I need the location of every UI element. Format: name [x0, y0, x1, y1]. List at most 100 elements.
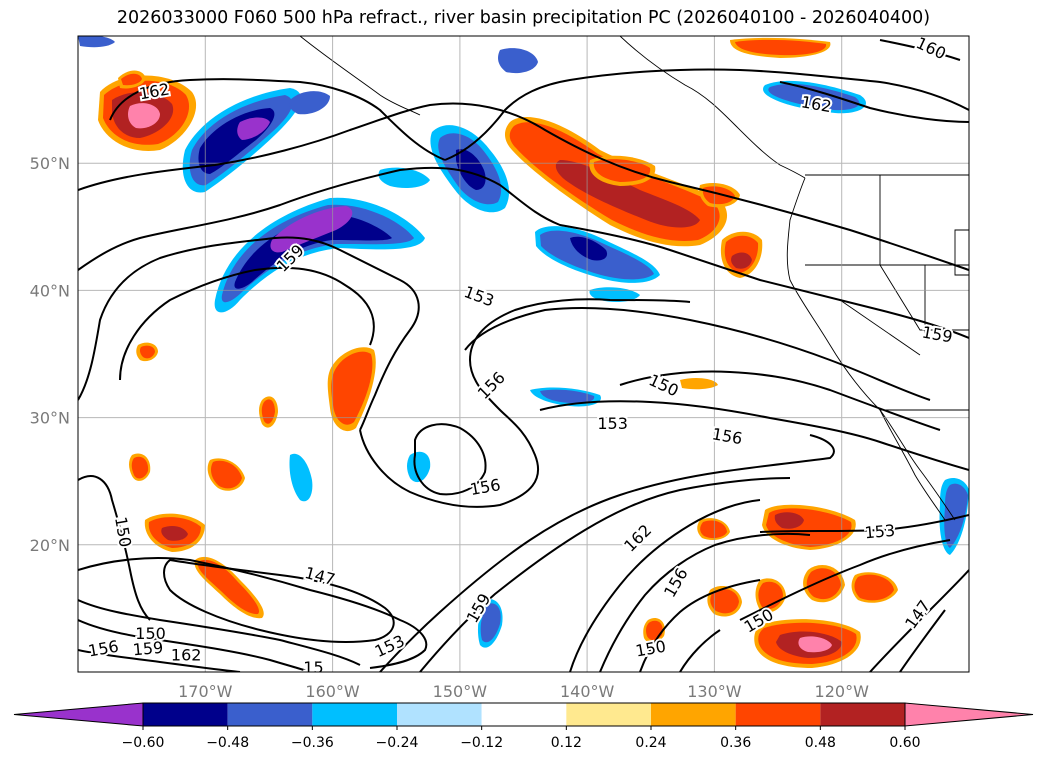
colorbar-tick-label: 0.60	[889, 735, 920, 751]
contour-line	[739, 539, 951, 621]
contour-label: 156	[709, 422, 746, 450]
lat-tick-label: 50°N	[30, 154, 70, 173]
contour-label-text: 150	[135, 624, 166, 643]
precip-blob	[735, 39, 827, 56]
contour-label: 150	[133, 622, 168, 645]
precip-blob	[131, 456, 149, 479]
contour-label-text: 156	[711, 424, 744, 448]
contour-line	[419, 477, 791, 672]
contour-label-text: 162	[171, 645, 202, 664]
colorbar-segment	[735, 703, 821, 726]
contour-line	[464, 307, 931, 401]
latitude-axis: 20°N 30°N 40°N 50°N	[30, 154, 70, 555]
contour-line	[539, 400, 969, 471]
precip-blob	[593, 159, 651, 182]
contour-label-text: 153	[864, 521, 896, 543]
contour-line	[899, 609, 946, 672]
contour-line	[444, 68, 969, 161]
contour-line	[359, 298, 691, 508]
contour-label-text: 159	[132, 638, 164, 660]
colorbar-extend-low	[13, 702, 144, 727]
lat-tick-label: 40°N	[30, 281, 70, 300]
colorbar-tick-label: −0.36	[291, 735, 334, 751]
contour-line	[869, 569, 969, 672]
coastline-alaska	[619, 36, 806, 179]
contour-label-text: 153	[597, 414, 628, 433]
precip-blob	[710, 589, 739, 614]
precip-blob	[854, 574, 894, 601]
precip-blob	[270, 206, 353, 253]
colorbar-tick-label: −0.60	[122, 735, 165, 751]
precip-blob	[78, 36, 115, 48]
lon-tick-label: 150°W	[433, 682, 488, 701]
colorbar-tick-label: −0.48	[206, 735, 249, 751]
precip-blob	[197, 559, 260, 615]
colorbar-extend-high	[904, 702, 1034, 727]
precip-blob	[289, 453, 313, 502]
contour-line	[639, 579, 761, 672]
precip-blob	[498, 48, 538, 74]
precip-blob	[139, 345, 155, 359]
lat-tick-label: 20°N	[30, 536, 70, 555]
contour-line	[569, 499, 761, 672]
contour-line	[619, 370, 941, 431]
lon-tick-label: 170°W	[178, 682, 233, 701]
lat-tick-label: 30°N	[30, 409, 70, 428]
colorbar-segment	[143, 703, 228, 726]
contour-line	[78, 236, 420, 431]
contour-line	[879, 39, 961, 61]
precip-blob	[589, 287, 640, 303]
colorbar-tick-label: 0.12	[551, 735, 582, 751]
precip-blob	[570, 236, 608, 261]
contour-line	[413, 423, 487, 496]
colorbar-tick-label: 0.36	[720, 735, 751, 751]
state-border	[879, 175, 969, 331]
precip-blob	[289, 91, 330, 115]
precip-blob	[211, 460, 242, 489]
lon-tick-label: 160°W	[305, 682, 360, 701]
contour-line	[779, 81, 969, 123]
contour-line	[599, 532, 811, 672]
contour-label: 153	[595, 412, 630, 435]
precip-blob	[480, 603, 501, 643]
lon-tick-label: 120°W	[815, 682, 870, 701]
coastline-west-us	[786, 177, 956, 521]
colorbar-tick-label: 0.48	[805, 735, 836, 751]
contour-label: 159	[130, 636, 166, 662]
contour-line	[759, 514, 969, 533]
contour-line	[78, 599, 361, 666]
contour-line	[679, 629, 721, 672]
precip-blob	[237, 117, 270, 140]
map-title: 2026033000 F060 500 hPa refract., river …	[116, 8, 931, 28]
contour-line	[78, 166, 969, 339]
colorbar-segment	[651, 703, 736, 726]
contour-label: 15	[301, 656, 325, 677]
precip-blob	[680, 377, 718, 390]
precip-blob	[731, 252, 752, 269]
precip-blob	[768, 83, 860, 111]
contour-label: 162	[169, 643, 204, 666]
precip-blob	[540, 389, 595, 404]
precip-blob	[161, 526, 188, 541]
precip-blob	[456, 149, 486, 190]
lon-tick-label: 140°W	[560, 682, 615, 701]
colorbar-tick-label: −0.24	[376, 735, 419, 751]
contour-line	[78, 102, 969, 271]
colorbar-segment	[481, 703, 567, 726]
longitude-axis: 170°W 160°W 150°W 140°W 130°W 120°W	[178, 682, 869, 701]
contour-line	[78, 619, 311, 672]
precip-blob	[331, 351, 373, 425]
colorbar-segment	[397, 703, 482, 726]
contour-line	[119, 266, 375, 381]
contour-label-text: 15	[303, 658, 323, 677]
colorbar-frame	[142, 702, 906, 727]
colorbar-segment	[227, 703, 313, 726]
state-border	[954, 229, 969, 276]
colorbar-segment	[312, 703, 397, 726]
precip-blob	[128, 103, 160, 129]
coastline-baja	[879, 409, 946, 521]
contour-label: 153	[862, 519, 898, 545]
colorbar-tick-label: 0.24	[635, 735, 666, 751]
